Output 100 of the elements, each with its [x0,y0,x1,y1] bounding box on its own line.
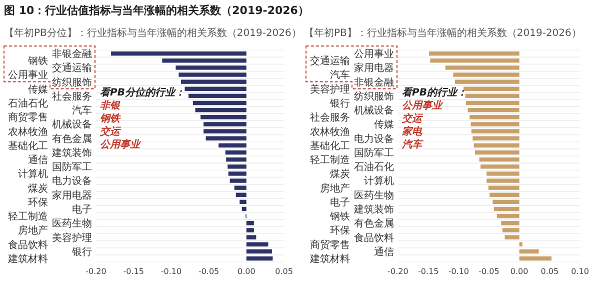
x-tick-label: 0.10 [571,267,589,276]
y-tick-label: 农林牧渔 [310,126,350,138]
annotation: 交运 [401,112,423,124]
annotation: 非银 [100,99,121,112]
y-tick-label: 石油石化 [8,98,48,110]
bar [428,51,520,56]
y-tick-label: 轻工制造 [8,210,48,223]
annotation: 看PB的行业： [402,86,467,98]
bar [502,228,520,232]
y-tick-label: 传媒 [28,84,48,96]
bar [470,115,520,120]
bar [240,200,246,204]
y-tick-label: 非银金融 [52,48,92,60]
bar [488,186,520,190]
bar [471,129,520,134]
annotation: 公用事业 [100,138,142,150]
bar [246,249,272,254]
bar [206,136,246,140]
bar [496,214,520,218]
y-tick-label: 电子 [330,196,350,208]
bar [204,129,246,134]
bar [204,122,246,126]
y-tick-label: 有色金属 [354,218,394,230]
y-tick-label: 医药生物 [52,218,92,230]
bar [188,94,246,98]
x-tick-label: -0.20 [86,267,106,276]
bar [455,80,520,84]
x-tick-label: -0.05 [478,267,500,276]
bar [228,172,246,176]
bar [480,164,520,169]
chart-subtitle: 【年初PB】：行业指标与当年涨幅的相关系数（2019-2026） [304,27,582,39]
bar [162,58,246,63]
y-tick-label: 汽车 [72,104,92,117]
y-tick-label: 建筑装饰 [353,204,394,216]
y-tick-label: 食品饮料 [354,232,394,244]
bar [236,192,246,197]
bar [494,206,520,212]
y-tick-label: 非银金融 [354,76,394,88]
bar [246,235,256,240]
bar [519,242,522,246]
y-tick-label: 基础化工 [8,140,48,152]
y-tick-label: 交通运输 [310,55,350,68]
bar [453,72,520,77]
annotation: 看PB分位的行业： [100,86,185,98]
x-tick-label: -0.20 [388,267,408,276]
bar [504,235,520,240]
bar [184,86,246,91]
y-tick-label: 房地产 [18,224,48,237]
y-tick-label: 建筑材料 [7,252,48,265]
bar [200,115,246,120]
y-tick-label: 煤炭 [28,182,48,194]
y-tick-label: 环保 [28,197,48,208]
y-tick-label: 基础化工 [310,140,350,152]
bar [490,192,520,197]
y-tick-label: 通信 [374,246,394,258]
y-tick-label: 医药生物 [354,189,394,202]
y-tick-label: 家用电器 [354,62,394,74]
y-tick-label: 机械设备 [354,104,394,117]
bar [479,157,520,162]
bar [228,164,246,169]
bar [501,221,520,226]
y-tick-label: 钢铁 [329,210,350,223]
x-tick-label: 0.00 [510,267,528,276]
bar [195,108,246,112]
y-tick-label: 轻工制造 [310,154,350,166]
chart-title: 图 10：行业估值指标与当年涨幅的相关系数（2019-2026） [4,4,309,17]
bar [519,256,552,261]
bar [470,122,520,126]
bar [474,143,520,148]
y-tick-label: 建筑材料 [309,252,350,265]
bar [465,94,520,98]
y-tick-label: 纺织服饰 [354,90,394,102]
y-tick-label: 计算机 [364,175,394,188]
y-tick-label: 钢铁 [27,55,48,68]
x-tick-label: -0.15 [418,267,439,276]
bar [234,186,246,190]
x-tick-label: 0.00 [237,267,256,276]
y-tick-label: 美容护理 [310,83,350,96]
x-tick-label: -0.05 [198,267,220,276]
annotation: 钢铁 [100,112,121,124]
annotation: 交运 [99,125,121,138]
bar [180,80,246,84]
y-tick-label: 美容护理 [52,232,92,244]
y-tick-label: 传媒 [374,120,394,131]
bar [492,200,520,204]
y-tick-label: 机械设备 [52,118,92,131]
bar [519,249,539,254]
y-tick-label: 电力设备 [354,132,394,145]
bar [226,157,246,162]
annotation: 汽车 [401,138,424,150]
y-tick-label: 电子 [72,204,92,216]
y-tick-label: 纺织服饰 [52,76,92,88]
y-tick-label: 石油石化 [354,161,394,174]
bar [111,51,246,56]
y-tick-label: 通信 [28,154,48,166]
y-tick-label: 国防军工 [52,161,92,174]
bar [464,86,520,91]
bar [246,228,254,232]
bar [225,150,246,155]
bar [178,72,246,77]
